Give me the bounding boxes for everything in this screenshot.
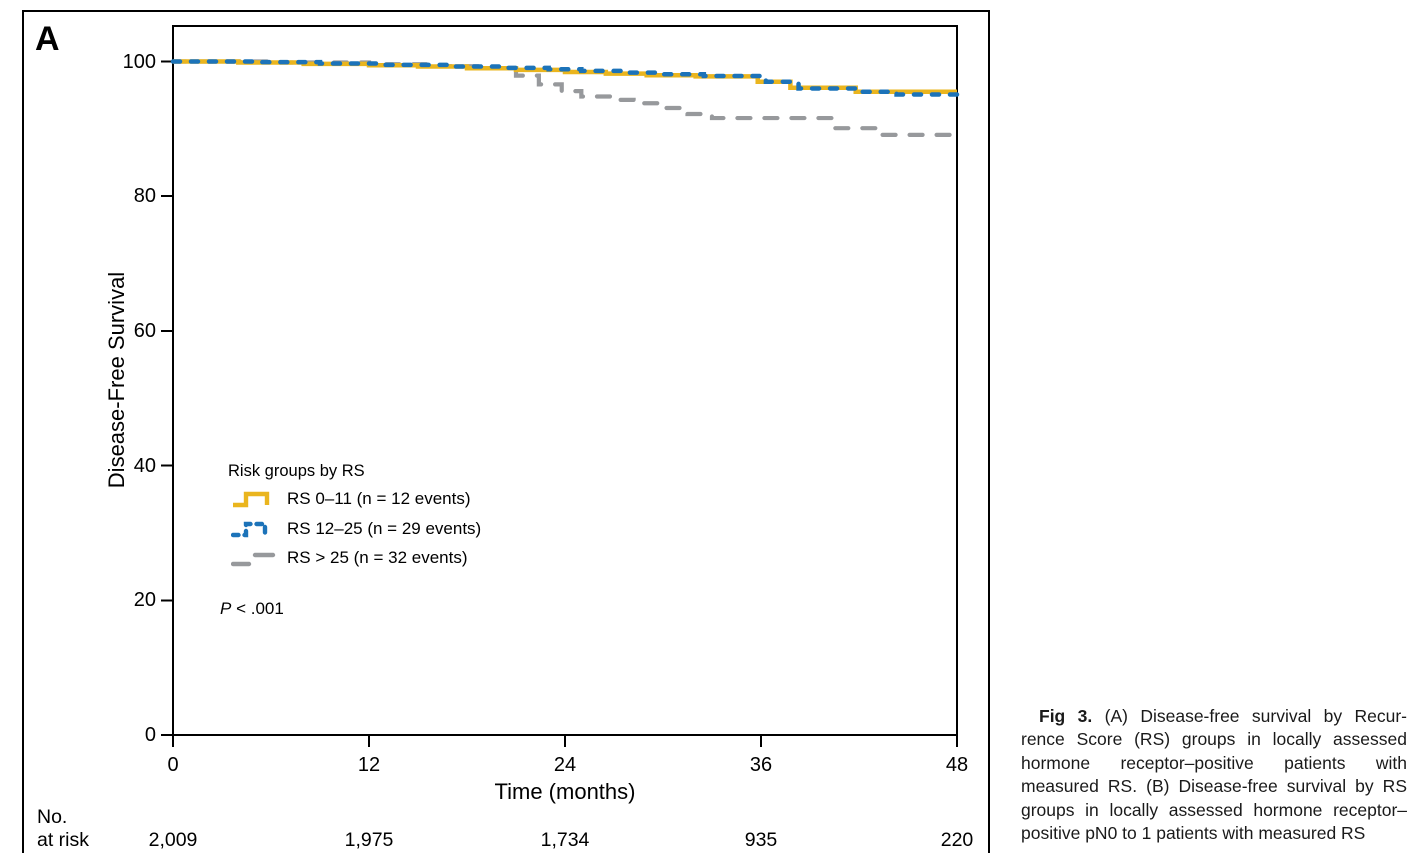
at-risk-value: 935 — [744, 829, 778, 851]
at-risk-value: 1,734 — [540, 829, 590, 851]
at-risk-label-line1: No. — [37, 806, 68, 828]
y-axis-tick-label: 20 — [133, 589, 156, 612]
x-axis-tick-label: 48 — [945, 754, 969, 776]
at-risk-label-line2: at risk — [37, 829, 90, 851]
y-axis-tick-label: 100 — [122, 50, 156, 73]
survival-curve-rs-0-11 — [173, 59, 957, 95]
legend-label: RS 12–25 (n = 29 events) — [287, 519, 482, 538]
legend-title: Risk groups by RS — [228, 462, 365, 480]
x-axis-tick-label: 24 — [553, 754, 577, 776]
at-risk-value: 220 — [940, 829, 974, 851]
p-value-rest: < .001 — [231, 599, 284, 618]
caption-line: measured RS. (B) Disease-free survival b… — [1021, 776, 1407, 797]
y-axis-tick-label: 40 — [133, 454, 156, 477]
legend-marker-solid-step-icon — [233, 491, 270, 508]
caption-line: positive pN0 to 1 patients with measured… — [1021, 823, 1366, 844]
caption-line: rence Score (RS) groups in locally asses… — [1021, 729, 1407, 750]
caption-line: hormone receptor–positive patients with — [1021, 752, 1407, 773]
panel-label: A — [35, 20, 60, 58]
p-value: P < .001 — [220, 599, 284, 619]
x-axis-tick-label: 36 — [749, 754, 773, 776]
legend-marker-dashed-step-icon — [231, 521, 268, 538]
p-value-symbol: P — [220, 599, 232, 618]
at-risk-value: 1,975 — [344, 829, 394, 851]
caption-line: groups in locally assessed hormone recep… — [1021, 799, 1407, 820]
y-axis-tick-label: 80 — [133, 185, 156, 208]
y-axis-tick-label: 0 — [144, 724, 156, 746]
legend-label: RS > 25 (n = 32 events) — [287, 548, 468, 567]
caption-line: Fig 3. (A) Disease-free survival by Recu… — [1039, 706, 1408, 726]
x-axis-tick-label: 0 — [167, 754, 179, 776]
legend-marker-longdash-step-icon — [231, 552, 276, 567]
plot-box — [172, 25, 958, 736]
caption-figure-number: Fig 3. — [1039, 706, 1093, 726]
survival-curve-rs-12-25 — [170, 59, 960, 97]
legend-label: RS 0–11 (n = 12 events) — [287, 489, 471, 508]
survival-curve-rs-gt-25 — [170, 59, 960, 138]
x-axis-title: Time (months) — [494, 779, 636, 804]
x-axis-tick-label: 12 — [357, 754, 381, 776]
km-survival-plot — [161, 25, 960, 747]
y-axis-tick-label: 60 — [133, 319, 156, 342]
panel-border-box — [22, 10, 990, 853]
figure-caption: Fig 3. (A) Disease-free survival by Recu… — [1021, 705, 1407, 845]
at-risk-value: 2,009 — [148, 829, 198, 851]
